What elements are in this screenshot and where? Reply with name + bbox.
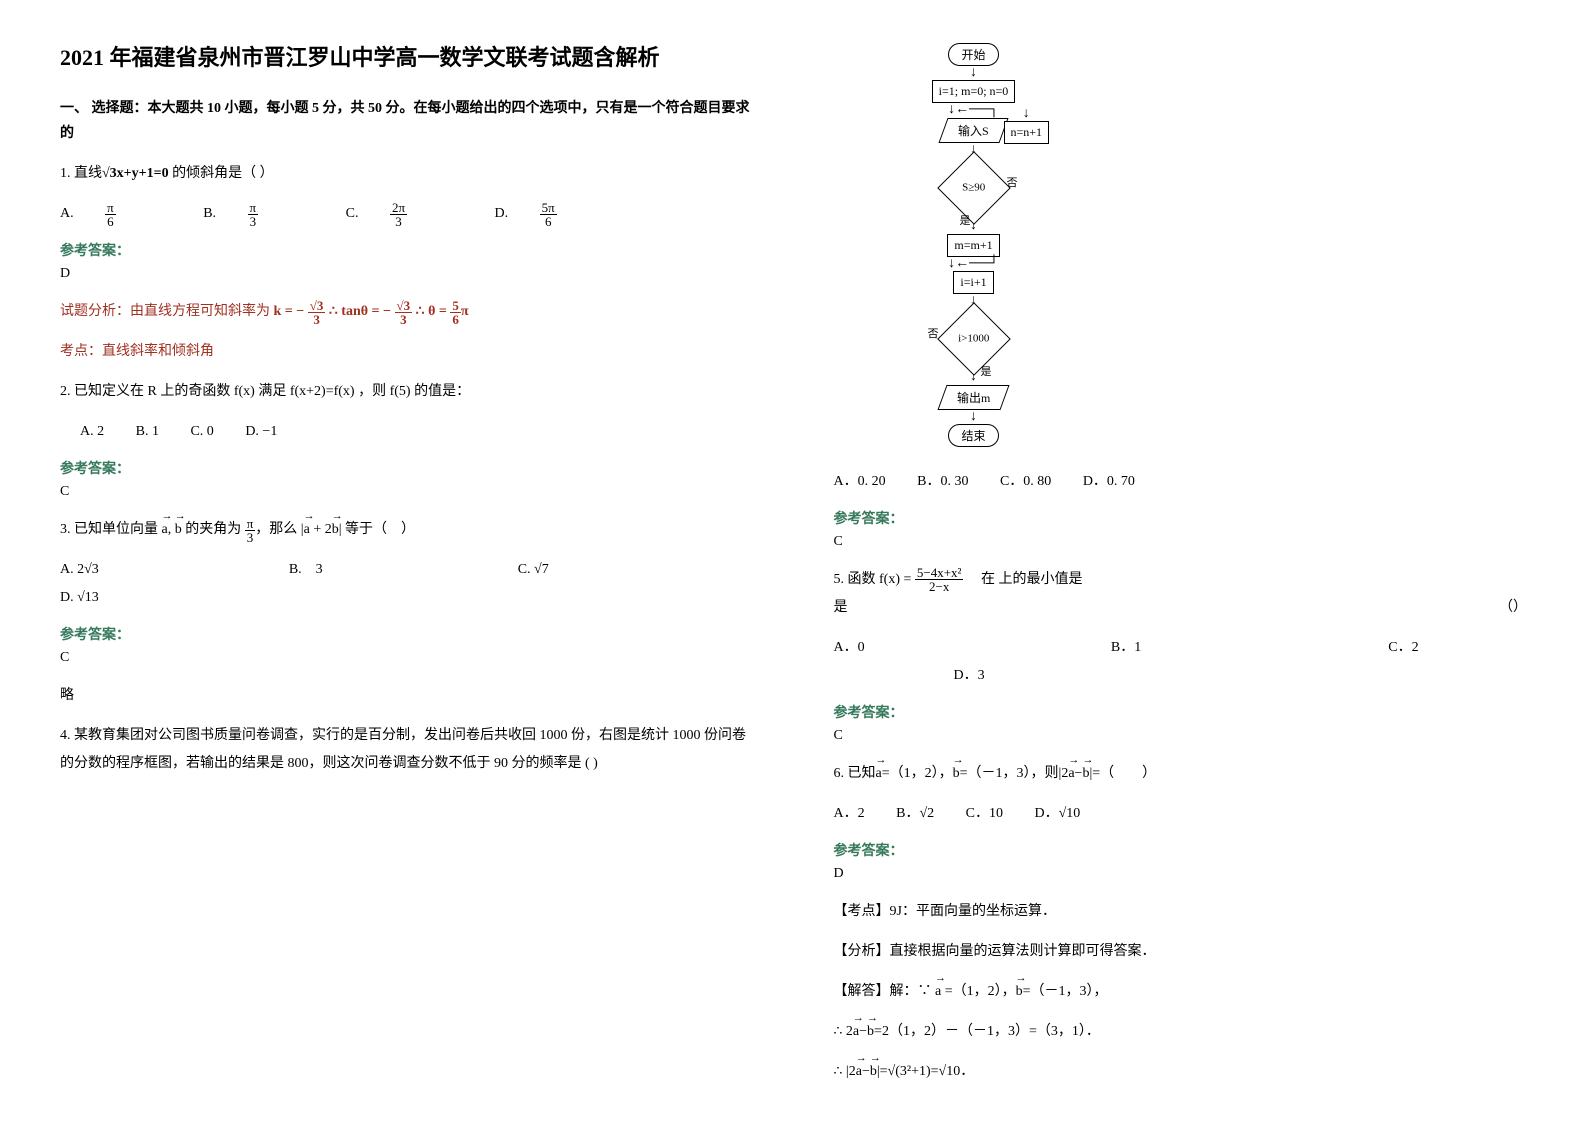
- q2-optC: C. 0: [190, 418, 213, 446]
- q6-kp: 【考点】9J：平面向量的坐标运算．: [834, 898, 1528, 926]
- question-2: 2. 已知定义在 R 上的奇函数 f(x) 满足 f(x+2)=f(x) ，则 …: [60, 378, 754, 406]
- q6-optB: B．√2: [896, 800, 934, 828]
- q6-sol2: ∴ 2a−b=2（1，2）－（－1，3）=（3，1）．: [834, 1018, 1528, 1046]
- vec-a: a: [856, 1058, 862, 1086]
- q2-answer: C: [60, 484, 754, 500]
- q5-answer: C: [834, 728, 1528, 744]
- q1-optC: C. 2π3: [346, 200, 463, 228]
- vec-b: b: [953, 760, 960, 788]
- q1-answer: D: [60, 266, 754, 282]
- q5-optB: B．1: [1111, 634, 1388, 662]
- vec-a: a: [162, 516, 168, 544]
- flowchart: 开始 ↓ i=1; m=0; n=0 ↓←──┐ 输入S ↓ S≥90 否 是 …: [874, 40, 1074, 450]
- q6-optD: D．√10: [1035, 800, 1081, 828]
- fc-cond2: i>1000: [937, 303, 1011, 377]
- question-1: 1. 直线√3x+y+1=0 的倾斜角是（ ）: [60, 160, 754, 188]
- q5-optD: D．3: [834, 662, 1528, 690]
- q2-options: A. 2 B. 1 C. 0 D. −1: [60, 418, 754, 446]
- question-3: 3. 已知单位向量 a, b 的夹角为 π3，那么 |a + 2b| 等于（ ）: [60, 516, 754, 544]
- fc-yes2: 是: [981, 363, 992, 379]
- q6-sol3: ∴ |2a−b|=√(3²+1)=√10．: [834, 1058, 1528, 1086]
- fc-m-inc: m=m+1: [947, 234, 999, 257]
- arrow-down-icon: ↓←──┐: [948, 106, 999, 114]
- q4-answer: C: [834, 534, 1528, 550]
- q5-blank-line: 是: [834, 594, 848, 622]
- question-5: 5. 函数 f(x) = 5−4x+x²2−x 在 上的最小值是 是 （）: [834, 566, 1528, 622]
- section-1-desc: 一、 选择题：本大题共 10 小题，每小题 5 分，共 50 分。在每小题给出的…: [60, 96, 754, 146]
- fc-cond1: S≥90: [937, 151, 1011, 225]
- q1-options: A. π6 B. π3 C. 2π3 D. 5π6: [60, 200, 754, 228]
- answer-label: 参考答案：: [60, 624, 754, 644]
- vec-b: b: [1082, 760, 1089, 788]
- page-title: 2021 年福建省泉州市晋江罗山中学高一数学文联考试题含解析: [60, 40, 754, 72]
- vec-a: a: [853, 1018, 859, 1046]
- q2-optA: A. 2: [80, 418, 104, 446]
- vec-b: b: [870, 1058, 877, 1086]
- fc-output: 输出m: [937, 385, 1009, 410]
- fc-i-inc: i=i+1: [953, 271, 993, 294]
- q6-optA: A．2: [834, 800, 865, 828]
- q2-optD: D. −1: [245, 418, 277, 446]
- q5-options: A．0 B．1 C．2 D．3: [834, 634, 1528, 690]
- arrow-down-icon: ↓: [1004, 110, 1050, 118]
- vec-b: b: [332, 516, 339, 544]
- question-4: 4. 某教育集团对公司图书质量问卷调查，实行的是百分制，发出问卷后共收回 100…: [60, 722, 754, 778]
- q6-sol1: 【解答】解：∵ a =（1，2），b=（－1，3），: [834, 978, 1528, 1006]
- q1-stem-a: 1. 直线: [60, 166, 102, 181]
- q5-paren: （）: [1499, 594, 1527, 622]
- q4-options: A．0. 20 B．0. 30 C．0. 80 D．0. 70: [834, 468, 1528, 496]
- arrow-down-icon: ↓←──┘: [948, 260, 999, 268]
- vec-a: a: [935, 978, 941, 1006]
- fc-input: 输入S: [939, 118, 1009, 143]
- q1-optB: B. π3: [203, 200, 314, 228]
- q6-options: A．2 B．√2 C．10 D．√10: [834, 800, 1528, 828]
- q1-expr: √3x+y+1=0: [102, 166, 169, 181]
- fc-no: 否: [1007, 174, 1018, 190]
- q2-optB: B. 1: [136, 418, 159, 446]
- q3-answer: C: [60, 650, 754, 666]
- answer-label: 参考答案：: [834, 840, 1528, 860]
- fc-yes: 是: [960, 212, 971, 228]
- q4-optB: B．0. 30: [917, 468, 968, 496]
- q1-stem-b: 的倾斜角是（ ）: [169, 166, 274, 181]
- left-column: 2021 年福建省泉州市晋江罗山中学高一数学文联考试题含解析 一、 选择题：本大…: [60, 40, 754, 1098]
- q4-optC: C．0. 80: [1000, 468, 1051, 496]
- answer-label: 参考答案：: [60, 240, 754, 260]
- q1-optA: A. π6: [60, 200, 172, 228]
- fc-init: i=1; m=0; n=0: [932, 80, 1016, 103]
- question-6: 6. 已知a=（1，2），b=（－1，3），则|2a−b|=（ ）: [834, 760, 1528, 788]
- q4-optA: A．0. 20: [834, 468, 886, 496]
- vec-b: b: [1016, 978, 1023, 1006]
- answer-label: 参考答案：: [60, 458, 754, 478]
- q6-answer: D: [834, 866, 1528, 882]
- q5-optC: C．2: [1388, 634, 1527, 662]
- q3-note: 略: [60, 682, 754, 710]
- q1-analysis: 试题分析：由直线方程可知斜率为 k = − √33 ∴ tanθ = − √33…: [60, 298, 754, 326]
- fc-start: 开始: [948, 43, 998, 66]
- q3-optD: D. √13: [60, 584, 754, 612]
- answer-label: 参考答案：: [834, 508, 1528, 528]
- q1-kaodian: 考点：直线斜率和倾斜角: [60, 338, 754, 366]
- right-column: 开始 ↓ i=1; m=0; n=0 ↓←──┐ 输入S ↓ S≥90 否 是 …: [834, 40, 1528, 1098]
- vec-b: b: [175, 516, 182, 544]
- q3-optA: A. 2√3: [60, 556, 289, 584]
- q5-optA: A．0: [834, 634, 1111, 662]
- answer-label: 参考答案：: [834, 702, 1528, 722]
- vec-b: b: [867, 1018, 874, 1046]
- q4-optD: D．0. 70: [1083, 468, 1135, 496]
- q6-fx: 【分析】直接根据向量的运算法则计算即可得答案．: [834, 938, 1528, 966]
- q3-options: A. 2√3 B. 3 C. √7 D. √13: [60, 556, 754, 612]
- q6-optC: C．10: [966, 800, 1003, 828]
- vec-a: a: [876, 760, 882, 788]
- fc-end: 结束: [948, 424, 998, 447]
- vec-a: a: [304, 516, 310, 544]
- arrow-down-icon: ↓: [970, 69, 977, 77]
- arrow-down-icon: ↓: [970, 413, 977, 421]
- q3-optB: B. 3: [289, 556, 518, 584]
- q3-optC: C. √7: [518, 556, 747, 584]
- fc-no2: 否: [928, 325, 939, 341]
- q1-optD: D. 5π6: [495, 200, 613, 228]
- vec-a: a: [1068, 760, 1074, 788]
- fc-n-inc: n=n+1: [1004, 121, 1050, 144]
